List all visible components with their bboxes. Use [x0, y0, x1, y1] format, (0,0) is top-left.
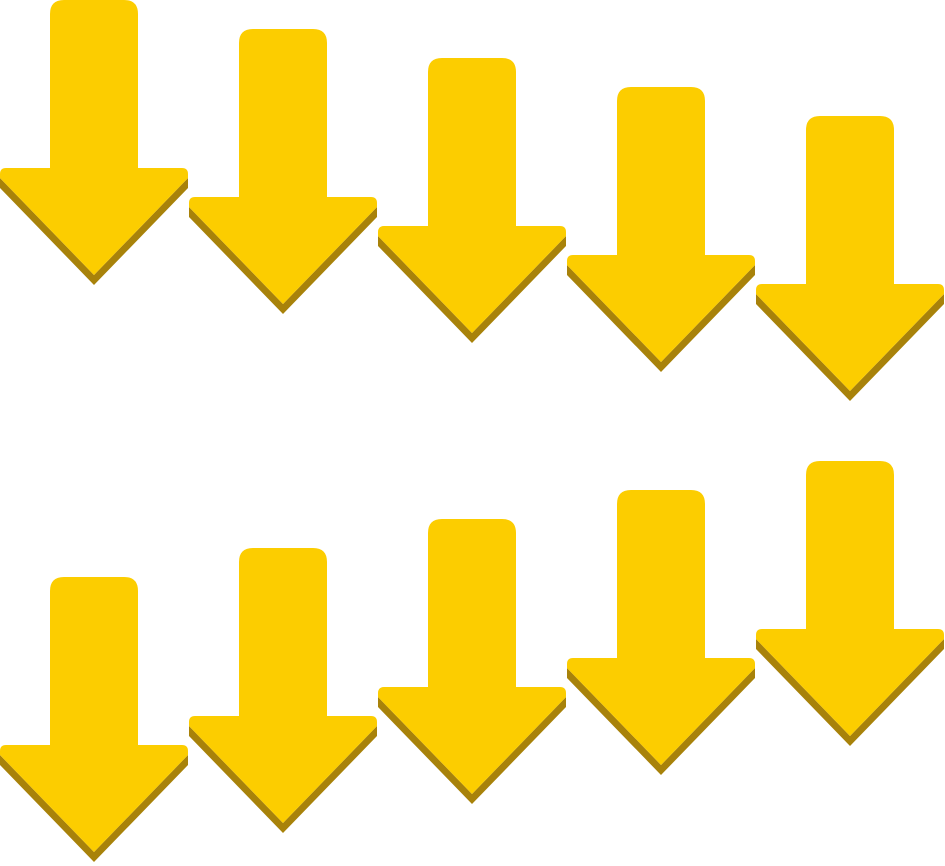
- arrow-row-bottom: [0, 461, 944, 862]
- arrow-body: [378, 58, 566, 333]
- arrow-body: [0, 577, 188, 852]
- arrow-body: [0, 0, 188, 275]
- row-top-arrow-down-icon-2: [189, 29, 377, 314]
- arrow-body: [189, 548, 377, 823]
- arrow-body: [756, 461, 944, 736]
- arrow-body: [189, 29, 377, 304]
- arrow-body: [567, 87, 755, 362]
- row-bottom-arrow-down-icon-3: [378, 519, 566, 804]
- row-bottom-arrow-down-icon-2: [189, 548, 377, 833]
- arrow-row-top: [0, 0, 944, 401]
- arrow-body: [378, 519, 566, 794]
- row-top-arrow-down-icon-1: [0, 0, 188, 285]
- row-top-arrow-down-icon-3: [378, 58, 566, 343]
- arrow-body: [756, 116, 944, 391]
- row-bottom-arrow-down-icon-5: [756, 461, 944, 746]
- row-top-arrow-down-icon-5: [756, 116, 944, 401]
- arrow-body: [567, 490, 755, 765]
- row-top-arrow-down-icon-4: [567, 87, 755, 372]
- row-bottom-arrow-down-icon-4: [567, 490, 755, 775]
- row-bottom-arrow-down-icon-1: [0, 577, 188, 862]
